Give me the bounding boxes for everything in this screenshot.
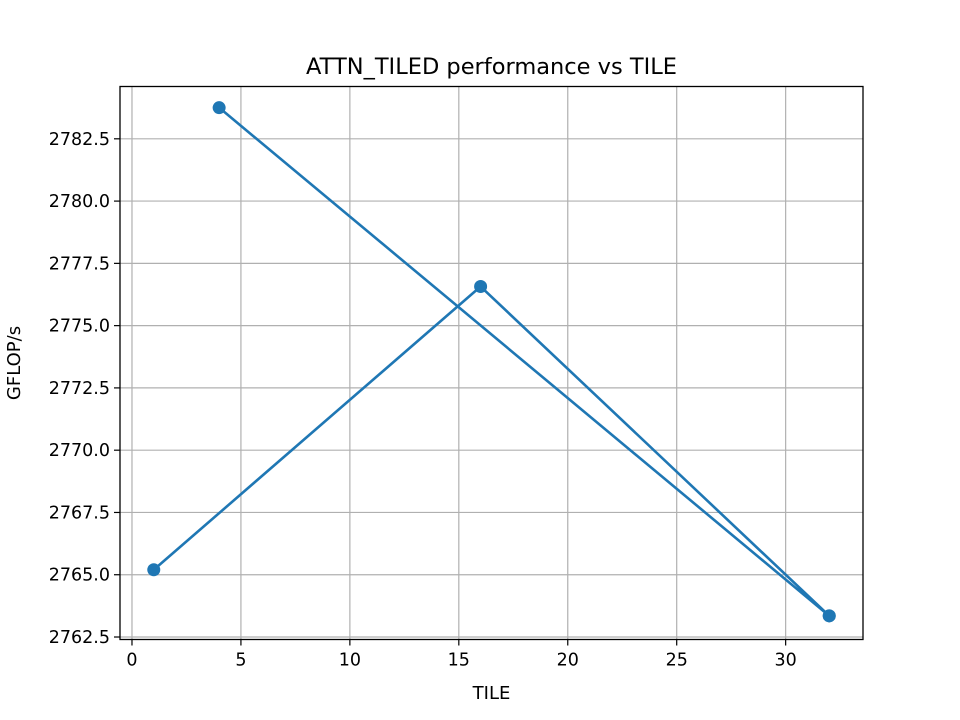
y-tick-label: 2782.5 [49, 130, 110, 150]
axes-frame [119, 85, 864, 641]
y-tick-label: 2770.0 [49, 441, 110, 461]
data-point [822, 609, 836, 623]
y-axis-label: GFLOP/s [4, 326, 25, 400]
grid [120, 86, 863, 640]
x-tick-label: 25 [666, 651, 688, 671]
y-tick-label: 2777.5 [49, 254, 110, 274]
x-tick-label: 0 [126, 651, 137, 671]
x-tick-label: 15 [448, 651, 470, 671]
y-tick-label: 2765.0 [49, 566, 110, 586]
y-tick-label: 2780.0 [49, 192, 110, 212]
series-layer [147, 101, 836, 623]
x-tick-label: 30 [775, 651, 797, 671]
data-point [212, 101, 226, 115]
chart-title: ATTN_TILED performance vs TILE [306, 54, 677, 80]
x-axis-label: TILE [472, 683, 511, 704]
y-tick-label: 2772.5 [49, 379, 110, 399]
ticks: 0 5 10 15 20 25 30 2762.5 2765.0 2767.5 2770.0 2772… [49, 130, 797, 671]
x-tick-label: 20 [557, 651, 579, 671]
y-tick-label: 2762.5 [49, 628, 110, 648]
data-point [147, 563, 161, 577]
data-point [474, 280, 488, 294]
x-tick-label: 5 [235, 651, 246, 671]
x-tick-label: 10 [339, 651, 361, 671]
y-tick-label: 2767.5 [49, 503, 110, 523]
y-tick-label: 2775.0 [49, 317, 110, 337]
